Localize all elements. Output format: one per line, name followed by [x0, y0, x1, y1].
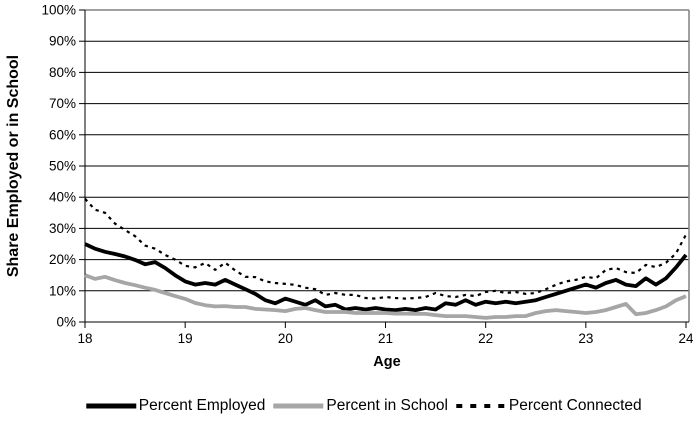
series-line-percent-in-school	[84, 273, 687, 320]
x-tick-label: 23	[578, 331, 593, 346]
legend-label: Percent Connected	[508, 397, 642, 414]
y-tick-label: 10%	[49, 283, 76, 298]
x-tick-label: 24	[678, 331, 693, 346]
y-axis-title: Share Employed or in School	[5, 54, 22, 278]
y-tick-label: 70%	[49, 96, 76, 111]
legend-item: Percent in School	[272, 397, 448, 415]
x-tick-label: 22	[478, 331, 493, 346]
legend-swatch-percent-employed	[85, 403, 136, 409]
x-tick-label: 19	[178, 331, 193, 346]
y-tick-label: 80%	[49, 65, 76, 80]
x-tick-label: 21	[378, 331, 393, 346]
x-tick-label: 20	[278, 331, 293, 346]
legend-item: Percent Employed	[85, 397, 266, 415]
legend-label: Percent in School	[326, 397, 448, 414]
legend-label: Percent Employed	[138, 397, 266, 414]
legend-swatch-percent-connected	[455, 404, 506, 408]
y-tick-label: 40%	[49, 190, 76, 205]
y-tick-label: 0%	[56, 315, 76, 330]
legend-swatch-percent-in-school	[273, 403, 324, 409]
y-tick-label: 50%	[49, 159, 76, 174]
legend: Percent Employed Percent in School Percent…	[85, 397, 642, 415]
x-axis-title: Age	[373, 354, 401, 370]
y-tick-label: 90%	[49, 34, 76, 49]
y-tick-label: 60%	[49, 127, 76, 142]
series-line-percent-connected	[84, 198, 687, 300]
y-tick-label: 20%	[49, 252, 76, 267]
y-tick-label: 30%	[49, 221, 76, 236]
y-tick-label: 100%	[41, 3, 76, 18]
legend-item: Percent Connected	[455, 397, 642, 415]
x-tick-label: 18	[77, 331, 92, 346]
series-line-percent-employed	[84, 242, 688, 312]
